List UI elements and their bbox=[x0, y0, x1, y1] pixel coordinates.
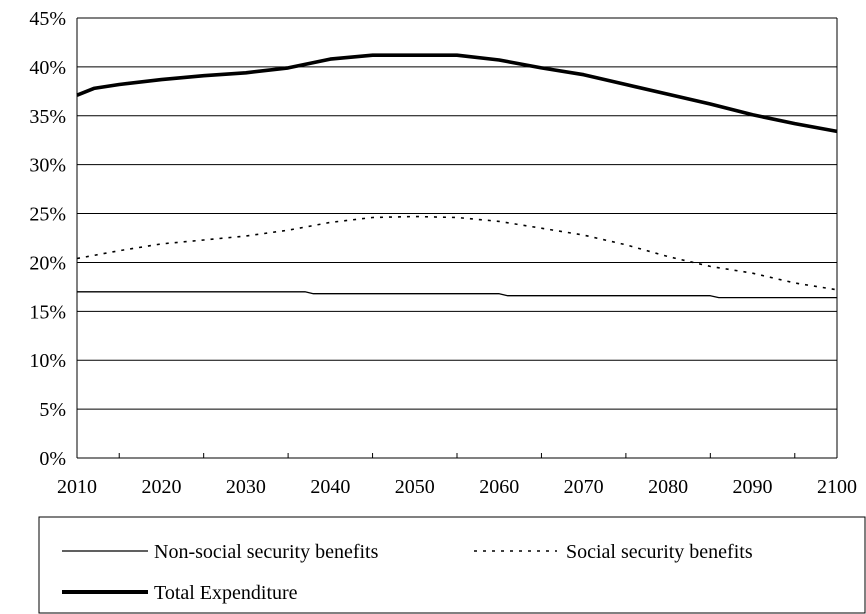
x-tick-label: 2010 bbox=[57, 476, 97, 498]
x-tick-label: 2040 bbox=[310, 476, 350, 498]
y-tick-label: 5% bbox=[39, 399, 66, 421]
y-tick-label: 25% bbox=[29, 204, 66, 226]
y-tick-label: 30% bbox=[29, 155, 66, 177]
y-tick-label: 20% bbox=[29, 252, 66, 274]
x-tick-label: 2060 bbox=[479, 476, 519, 498]
x-tick-label: 2030 bbox=[226, 476, 266, 498]
legend-label-social-security: Social security benefits bbox=[566, 541, 753, 563]
y-tick-label: 0% bbox=[39, 448, 66, 470]
y-tick-labels: 0% 5% 10% 15% 20% 25% 30% 35% 40% 45% bbox=[29, 8, 66, 470]
gridlines bbox=[77, 17, 837, 410]
y-tick-label: 40% bbox=[29, 57, 66, 79]
x-tick-label: 2050 bbox=[395, 476, 435, 498]
y-tick-label: 10% bbox=[29, 350, 66, 372]
series-line-social-security-benefits bbox=[76, 215, 838, 291]
x-tick-labels: 2010 2020 2030 2040 2050 2060 2070 2080 2090 2100 bbox=[57, 476, 857, 498]
series-line-total-expenditure bbox=[76, 53, 838, 134]
series-line-non-social-security-benefits bbox=[77, 291, 837, 299]
x-tick-label: 2080 bbox=[648, 476, 688, 498]
y-tick-label: 15% bbox=[29, 301, 66, 323]
x-tick-label: 2100 bbox=[817, 476, 857, 498]
series-lines bbox=[76, 53, 838, 299]
y-tick-label: 45% bbox=[29, 8, 66, 30]
legend-label-total-expenditure: Total Expenditure bbox=[154, 582, 298, 604]
x-tick-label: 2090 bbox=[733, 476, 773, 498]
axes bbox=[76, 18, 838, 459]
x-tick-label: 2070 bbox=[564, 476, 604, 498]
legend-label-non-social-security: Non-social security benefits bbox=[154, 541, 379, 563]
x-tick-label: 2020 bbox=[141, 476, 181, 498]
legend-box bbox=[38, 516, 866, 614]
y-tick-label: 35% bbox=[29, 106, 66, 128]
legend: Non-social security benefits Social secu… bbox=[38, 516, 866, 614]
